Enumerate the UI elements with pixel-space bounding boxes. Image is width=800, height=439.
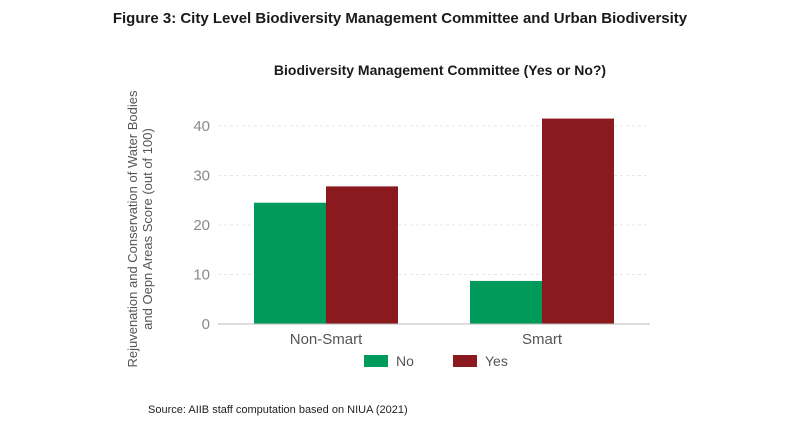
source-note: Source: AIIB staff computation based on … [148,404,408,416]
y-tick-label: 30 [193,168,210,185]
x-tick-label: Non-Smart [290,331,363,348]
legend-swatch-yes [453,355,477,367]
bar-no-smart [470,280,542,324]
legend: No Yes [364,353,508,369]
bar-no-non-smart [254,202,326,324]
legend-label-no: No [396,353,414,369]
y-tick-labels: 0 10 20 30 40 [193,118,210,333]
bar-yes-non-smart [326,186,398,324]
legend-swatch-no [364,355,388,367]
bar-yes-smart [542,118,614,324]
x-tick-label: Smart [522,331,563,348]
y-tick-label: 0 [202,316,210,333]
legend-label-yes: Yes [485,353,508,369]
category-labels: Non-Smart Smart [290,331,563,348]
bars [254,118,614,324]
y-tick-label: 20 [193,217,210,234]
figure-title: Figure 3: City Level Biodiversity Manage… [112,10,688,27]
y-tick-label: 10 [193,267,210,284]
y-tick-label: 40 [193,118,210,135]
chart-title: Biodiversity Management Committee (Yes o… [273,62,607,78]
bar-chart: 0 10 20 30 40 Non-Smart Smart No Yes [193,118,650,369]
